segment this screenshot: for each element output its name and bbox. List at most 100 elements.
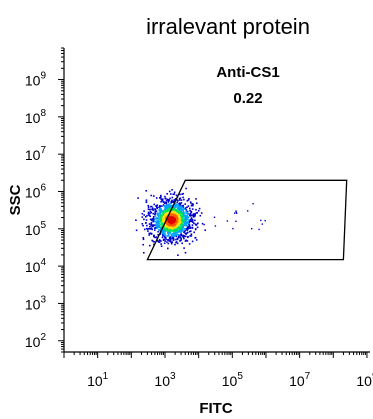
event-dot: [156, 219, 158, 222]
y-tick-label: 105: [25, 220, 47, 238]
event-dot: [161, 199, 164, 202]
event-dot: [171, 199, 173, 202]
event-dot: [163, 242, 166, 245]
event-dot: [183, 247, 185, 249]
x-tick-label: 103: [154, 371, 176, 389]
event-dot: [152, 207, 154, 210]
event-dot: [150, 205, 152, 208]
event-dot: [147, 208, 150, 210]
event-dot: [167, 212, 170, 215]
event-dot: [153, 218, 155, 221]
event-density: [135, 187, 266, 256]
event-dot: [169, 212, 171, 215]
event-dot: [182, 192, 184, 195]
event-dot: [154, 209, 157, 211]
event-dot: [164, 234, 166, 236]
gate-polygon[interactable]: [146, 179, 348, 261]
event-dot: [159, 229, 161, 231]
event-dot: [162, 234, 164, 237]
event-dot: [168, 223, 171, 226]
event-dot: [160, 243, 162, 245]
event-dot: [179, 231, 182, 233]
axes: [58, 47, 370, 358]
y-tick-label: 107: [25, 145, 47, 163]
event-dot: [188, 224, 191, 226]
event-dot: [159, 214, 162, 217]
event-dot: [151, 228, 153, 231]
event-dot: [235, 220, 237, 222]
event-dot: [175, 194, 178, 197]
event-dot: [180, 225, 182, 227]
event-dot: [158, 229, 160, 231]
event-dot: [149, 215, 151, 217]
event-dot: [147, 211, 150, 214]
event-dot: [154, 211, 156, 213]
event-dot: [147, 228, 149, 230]
event-dot: [166, 207, 169, 210]
event-dot: [186, 216, 188, 218]
event-dot: [142, 243, 144, 246]
event-dot: [176, 238, 179, 241]
event-dot: [145, 216, 147, 218]
event-dot: [179, 230, 182, 232]
event-dot: [153, 195, 155, 197]
event-dot: [187, 199, 190, 201]
event-dot: [167, 210, 169, 213]
event-dot: [169, 240, 172, 243]
event-dot: [173, 204, 175, 207]
event-dot: [167, 247, 169, 250]
event-dot: [159, 207, 162, 210]
event-dot: [157, 214, 159, 217]
event-dot: [190, 211, 192, 214]
event-dot: [194, 213, 196, 215]
event-dot: [155, 236, 158, 238]
event-dot: [164, 219, 166, 222]
event-dot: [189, 215, 192, 217]
event-dot: [178, 228, 180, 230]
event-dot: [145, 219, 148, 221]
event-dot: [169, 238, 172, 241]
event-dot: [214, 225, 217, 227]
event-dot: [170, 221, 173, 223]
event-dot: [172, 193, 174, 196]
event-dot: [154, 218, 156, 220]
event-dot: [191, 224, 194, 226]
event-dot: [174, 203, 177, 205]
event-dot: [180, 199, 183, 201]
event-dot: [169, 204, 172, 207]
event-dot: [174, 233, 177, 236]
event-dot: [195, 208, 197, 211]
event-dot: [183, 208, 185, 210]
event-dot: [163, 202, 166, 204]
y-axis-title: SSC: [7, 184, 24, 215]
event-dot: [174, 234, 176, 237]
event-dot: [145, 222, 147, 224]
event-dot: [161, 205, 163, 207]
event-dot: [213, 216, 216, 218]
event-dot: [179, 236, 182, 238]
event-dot: [170, 235, 173, 238]
gate-value-label: 0.22: [233, 90, 262, 107]
event-dot: [190, 230, 192, 232]
event-dot: [180, 202, 183, 204]
event-dot: [181, 229, 184, 232]
event-dot: [185, 219, 188, 222]
event-dot: [179, 208, 181, 210]
event-dot: [154, 227, 156, 229]
event-dot: [169, 232, 171, 234]
event-dot: [193, 231, 195, 234]
event-dot: [170, 202, 172, 204]
event-dot: [168, 206, 170, 208]
event-dot: [163, 232, 165, 234]
event-dot: [186, 206, 188, 208]
event-dot: [183, 221, 185, 224]
event-dot: [182, 196, 184, 199]
event-dot: [187, 219, 190, 221]
event-dot: [141, 216, 144, 218]
event-dot: [154, 229, 156, 231]
event-dot: [150, 221, 153, 224]
event-dot: [187, 222, 189, 225]
event-dot: [169, 203, 171, 205]
event-dot: [190, 202, 192, 204]
event-dot: [170, 229, 173, 232]
